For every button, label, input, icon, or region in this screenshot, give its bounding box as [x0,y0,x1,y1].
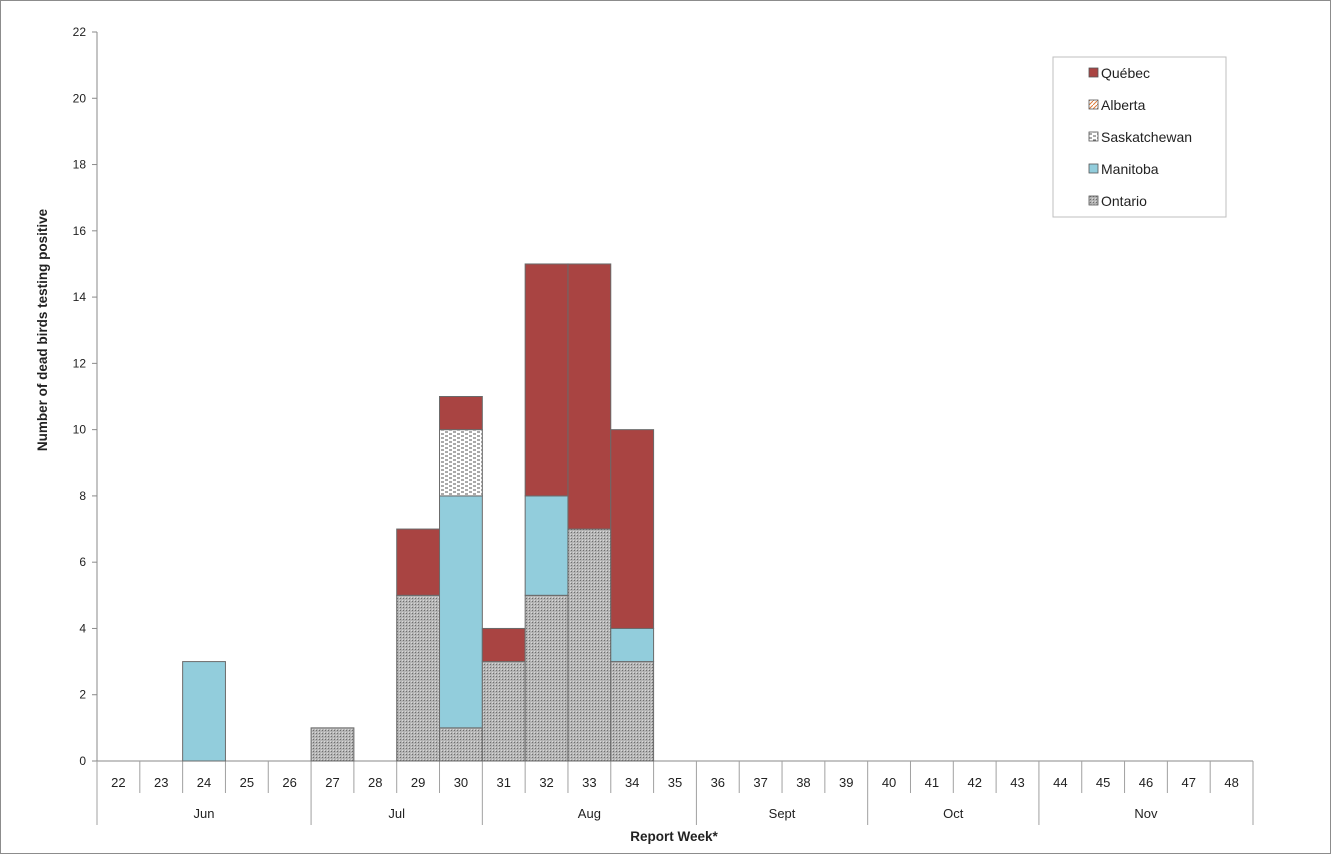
y-tick-label: 22 [73,25,87,39]
x-tick-label: 31 [497,775,511,790]
y-tick-label: 16 [73,224,87,238]
legend-box [1052,56,1227,218]
legend-swatch [1088,195,1099,206]
x-tick-label: 47 [1182,775,1196,790]
bar-segment [396,594,441,762]
x-tick-label: 30 [454,775,468,790]
bar-segment [481,627,526,663]
x-tick-label: 36 [711,775,725,790]
x-tick-label: 25 [240,775,254,790]
x-tick-label: 37 [753,775,767,790]
x-tick-label: 28 [368,775,382,790]
x-axis-title: Report Week* [630,829,718,844]
y-tick-label: 0 [79,754,86,768]
x-group-label: Nov [1134,806,1158,821]
x-tick-label: 43 [1010,775,1024,790]
legend-swatch [1088,99,1099,110]
x-tick-label: 38 [796,775,810,790]
bar-segment [182,661,226,762]
x-tick-label: 46 [1139,775,1153,790]
x-group-label: Jun [194,806,215,821]
legend-swatch [1088,67,1099,78]
x-group-label: Sept [769,806,796,821]
legend-swatch [1088,131,1099,142]
bar-segment [524,495,569,596]
bar-segment [567,528,612,762]
bar-segment [439,495,483,729]
y-tick-label: 2 [79,688,86,702]
x-tick-label: 44 [1053,775,1067,790]
legend-entry: Manitoba [1101,161,1159,177]
axis-labels: Number of dead birds testing positive Re… [35,208,719,844]
x-tick-label: 23 [154,775,168,790]
x-tick-label: 24 [197,775,211,790]
legend-entry: Ontario [1101,193,1147,209]
bar-segment [610,661,655,762]
bar-segment [610,627,655,663]
x-group-label: Jul [388,806,405,821]
bar-segment [439,727,483,762]
x-tick-label: 48 [1224,775,1238,790]
x-tick-label: 34 [625,775,639,790]
bar-segment [439,429,483,497]
legend-entry: Alberta [1101,97,1146,113]
x-tick-label: 35 [668,775,682,790]
bar-segment [439,396,483,431]
y-tick-label: 14 [73,290,87,304]
bars [182,263,655,762]
y-tick-label: 4 [79,621,86,635]
x-tick-label: 26 [282,775,296,790]
x-tick-label: 22 [111,775,125,790]
x-tick-label: 40 [882,775,896,790]
x-tick-label: 39 [839,775,853,790]
bar-segment [524,594,569,762]
bar-segment [396,528,441,596]
x-group-label: Oct [943,806,964,821]
bar-segment [524,263,569,497]
x-tick-label: 42 [967,775,981,790]
y-tick-label: 12 [73,356,87,370]
legend-entry: Saskatchewan [1101,129,1192,145]
x-tick-label: 41 [925,775,939,790]
x-tick-label: 29 [411,775,425,790]
bar-segment [567,263,612,530]
x-tick-label: 33 [582,775,596,790]
y-axis-title: Number of dead birds testing positive [35,208,50,451]
bar-segment [310,727,355,762]
legend: Québec Alberta Saskatchewan Manitoba Ontario [1052,56,1227,218]
y-tick-label: 10 [73,423,87,437]
x-group-label: Aug [578,806,601,821]
y-tick-label: 18 [73,158,87,172]
bar-segment [610,429,655,629]
y-tick-label: 20 [73,91,87,105]
legend-swatch [1088,163,1099,174]
x-tick-label: 32 [539,775,553,790]
bar-segment [481,661,526,762]
x-tick-label: 45 [1096,775,1110,790]
legend-entry: Québec [1101,65,1150,81]
x-tick-label: 27 [325,775,339,790]
y-tick-label: 6 [79,555,86,569]
y-tick-label: 8 [79,489,86,503]
